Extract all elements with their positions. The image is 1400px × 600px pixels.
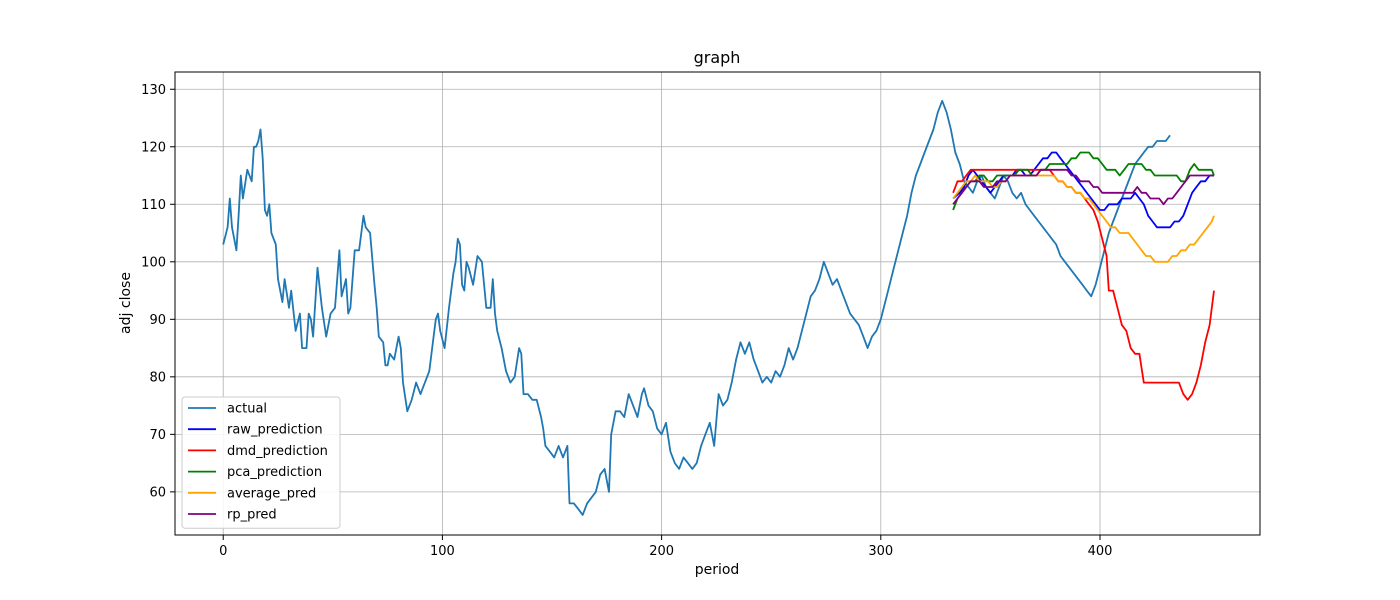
legend-label: rp_pred	[227, 508, 277, 523]
series-layer	[222, 99, 1215, 516]
x-tick-label: 0	[219, 544, 227, 559]
y-tick-label: 60	[149, 485, 166, 500]
y-tick-label: 90	[149, 313, 166, 328]
legend-label: average_pred	[227, 486, 316, 501]
grid	[175, 72, 1260, 535]
series-line-rp-pred	[952, 168, 1214, 206]
legend-label: dmd_prediction	[227, 444, 328, 459]
x-tick-label: 200	[649, 544, 674, 559]
series-line-raw-prediction	[952, 151, 1214, 229]
chart-title: graph	[694, 48, 741, 67]
y-tick-label: 100	[141, 255, 166, 270]
series-line-pca-prediction	[952, 151, 1215, 211]
legend: actual raw_prediction dmd_prediction pca_pr…	[181, 396, 341, 529]
x-tick-label: 400	[1088, 544, 1113, 559]
series-line-actual	[222, 99, 1171, 516]
legend-box	[181, 396, 341, 529]
y-axis-label: adj close	[118, 272, 134, 334]
legend-label: raw_prediction	[227, 423, 323, 438]
y-tick-label: 80	[149, 370, 166, 385]
legend-label: actual	[227, 402, 267, 417]
legend-label: pca_prediction	[227, 465, 322, 480]
x-tick-label: 300	[868, 544, 893, 559]
y-tick-label: 120	[141, 140, 166, 155]
series-line-average-pred	[952, 174, 1215, 263]
plot-frame	[174, 71, 1261, 536]
y-tick-label: 110	[141, 198, 166, 213]
y-tick-label: 130	[141, 83, 166, 98]
x-tick-label: 100	[430, 544, 455, 559]
x-axis-label: period	[695, 562, 740, 578]
axes-ticks: 0 100 200 300 400 60 70 80 90 100 110 120 130	[141, 83, 1112, 559]
y-tick-label: 70	[149, 428, 166, 443]
